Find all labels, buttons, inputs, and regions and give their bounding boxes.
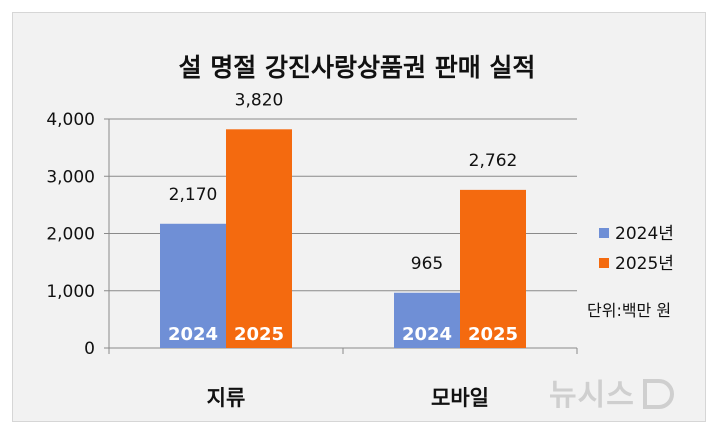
- y-tick-labels: 0 1,000 2,000 3,000 4,000: [46, 110, 95, 359]
- data-labels: 2024 2,170 2025 3,820 2024 965 2025 2,762: [168, 90, 518, 345]
- bar-inner-label: 2024: [168, 324, 218, 345]
- chart-title: 설 명절 강진사랑상품권 판매 실적: [179, 53, 536, 82]
- legend-swatch-2025: [599, 258, 609, 268]
- y-tick-label: 1,000: [46, 282, 95, 302]
- watermark-d-shape: [643, 379, 674, 409]
- bar: [160, 223, 226, 348]
- data-label: 3,820: [235, 90, 284, 110]
- category-label: 지류: [207, 386, 246, 410]
- y-tick-label: 0: [84, 339, 95, 359]
- legend-label-2025: 2025년: [615, 254, 674, 274]
- data-label: 2,170: [169, 185, 218, 205]
- bar: [394, 292, 460, 348]
- category-label: 모바일: [431, 386, 489, 410]
- category-labels: 지류 모바일: [207, 386, 489, 410]
- chart-frame: 설 명절 강진사랑상품권 판매 실적 0 1,000 2,000 3,000 4,000…: [12, 12, 706, 422]
- bar-chart: 설 명절 강진사랑상품권 판매 실적 0 1,000 2,000 3,000 4,000…: [46, 53, 674, 413]
- unit-note: 단위:백만 원: [587, 301, 671, 320]
- bars: [160, 129, 526, 348]
- bar-inner-label: 2024: [402, 324, 452, 345]
- y-tick-label: 3,000: [46, 167, 95, 187]
- watermark-logo: 뉴시스: [549, 378, 674, 413]
- legend-label-2024: 2024년: [615, 224, 674, 244]
- svg-text:뉴시스: 뉴시스: [549, 378, 635, 413]
- bar-inner-label: 2025: [234, 324, 284, 345]
- y-tick-label: 2,000: [46, 225, 95, 245]
- bar: [460, 189, 526, 348]
- legend: 2024년 2025년: [599, 224, 674, 274]
- bar: [226, 129, 292, 348]
- bar-inner-label: 2025: [468, 324, 518, 345]
- legend-swatch-2024: [599, 228, 609, 238]
- y-tick-label: 4,000: [46, 110, 95, 130]
- data-label: 965: [411, 254, 443, 274]
- data-label: 2,762: [469, 151, 518, 171]
